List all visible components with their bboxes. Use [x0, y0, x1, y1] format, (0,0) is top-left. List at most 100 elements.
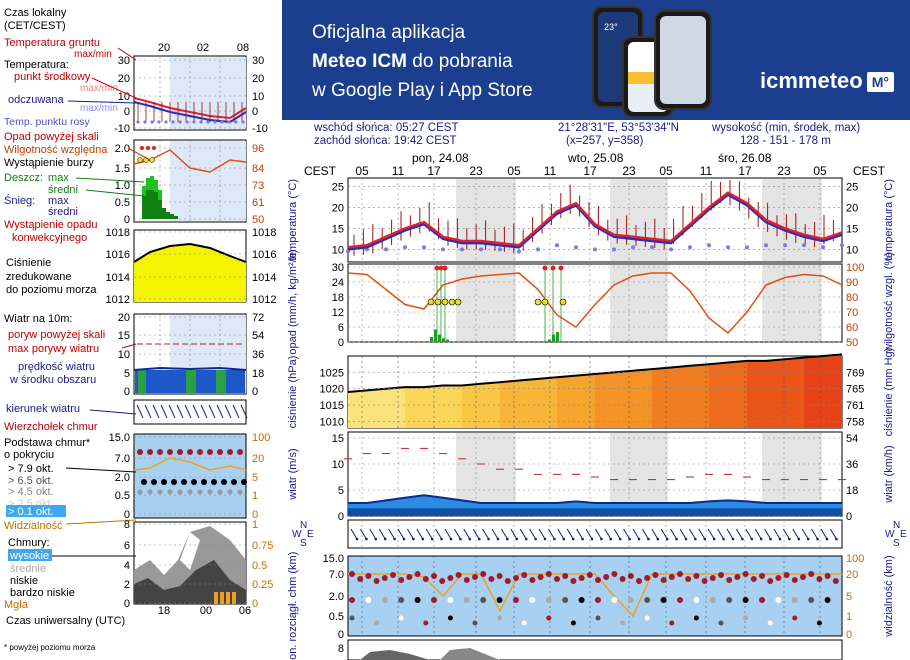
visibility-tick: 20 — [846, 569, 858, 581]
legend-storm-dot — [137, 157, 143, 163]
wind-arrow-head — [647, 537, 650, 541]
legend-fog-bar — [220, 592, 224, 604]
cloud-base-dot — [767, 620, 773, 626]
pressure-fill — [538, 377, 557, 428]
legend-cloud-dot — [151, 479, 157, 485]
temp-axis-title-right: temperatura (°C) — [883, 179, 895, 261]
legend-dew-dot — [227, 120, 231, 124]
pressure-fill — [785, 357, 804, 428]
legend-wind-tick-r: 18 — [252, 368, 264, 380]
wind-arrow — [754, 528, 762, 540]
legend-dew-dot — [206, 120, 210, 124]
cloud-base-dot — [791, 577, 798, 583]
legend-over-dot — [152, 146, 156, 150]
elevation-label: wysokość (min, środek, max) — [712, 122, 861, 134]
wind-arrow — [660, 528, 668, 540]
wind-arrow — [735, 528, 743, 540]
legend-pressure-line — [133, 242, 247, 263]
legend-dew-dot — [143, 120, 147, 124]
legend-precip-over: Opad powyżej skali — [4, 131, 99, 143]
wind-arrow-head — [571, 537, 575, 541]
legend-rain-max-label: max — [48, 172, 69, 184]
wind-arrow — [811, 528, 819, 540]
legend-temp-tick-l: 20 — [118, 73, 130, 85]
legend-vis-label: Widzialność — [4, 520, 63, 532]
pressure-mmhg-tick: 758 — [846, 416, 864, 428]
hour-tick-label: 23 — [622, 164, 636, 178]
dew-point — [650, 245, 654, 250]
legend-dew-dot — [241, 120, 245, 124]
legend-cover-tick-l: 2 — [124, 579, 130, 591]
cloud-base-dot — [463, 577, 470, 583]
legend-rain-label: Deszcz: — [4, 172, 43, 184]
wind-arrow-head — [449, 537, 453, 541]
cloud-base-dot — [685, 576, 692, 582]
wind-arrow-head — [637, 537, 641, 541]
storm-marker — [534, 298, 542, 306]
hour-tick-label: 05 — [355, 164, 369, 178]
wind-arrow-head — [722, 537, 725, 541]
legend-clouds-tick-l: 7.0 — [115, 453, 130, 465]
wind-arrow-head — [590, 537, 594, 541]
legend-precip-tick-r: 73 — [252, 180, 264, 192]
cloud-base-dot — [406, 574, 413, 580]
cloud-base-dot — [677, 597, 683, 603]
legend-wind-tick-r: 0 — [252, 386, 258, 398]
pressure-fill — [614, 370, 633, 428]
over-scale-marker — [438, 265, 444, 271]
legend-cover-tick-l: 6 — [124, 540, 130, 552]
wind-axis-title-left: wiatr (m/s) — [287, 448, 299, 500]
legend-cloud-dot — [177, 489, 183, 495]
pressure-fill — [519, 378, 538, 428]
storm-marker — [454, 298, 462, 306]
legend-precip-tick-l: 1.0 — [115, 180, 130, 192]
legend-precip-tick-r: 61 — [252, 197, 264, 209]
cloud-cover-area — [440, 648, 500, 660]
day-label: śro, 26.08 — [718, 151, 772, 165]
wind-arrow-head — [797, 537, 801, 541]
humidity-tick: 50 — [846, 337, 858, 349]
wind-arrow — [547, 528, 555, 540]
rain-bar — [446, 339, 449, 342]
dew-point — [517, 249, 521, 254]
wind-arrow — [453, 528, 461, 540]
cloud-base-dot — [800, 574, 806, 580]
legend-okt-1: > 7.9 okt. — [8, 463, 54, 475]
legend-cloud-dot — [181, 479, 187, 485]
wind-arrow-head — [694, 537, 697, 541]
direction-panel-bg — [347, 519, 843, 549]
cloud-base-dot — [398, 615, 404, 621]
cloud-base-dot — [808, 571, 815, 577]
hour-tick-label: 05 — [813, 164, 827, 178]
compass-e-right: E — [900, 529, 907, 540]
pressure-axis-title-right: ciśnienie (mm Hg) — [883, 348, 895, 437]
dew-point — [707, 243, 711, 248]
cloud-base-dot — [480, 597, 487, 603]
cloud-base-dot — [439, 578, 446, 584]
cloud-base-dot — [480, 571, 487, 577]
cloud-base-dot — [431, 597, 437, 603]
wind-arrow-head — [487, 537, 490, 541]
cloud-base-dot — [619, 576, 626, 582]
legend-wind-tick-l: 5 — [124, 368, 130, 380]
cloud-base-dot — [595, 597, 601, 603]
legend-vis-line — [133, 457, 247, 471]
legend-okt-5-bg — [6, 505, 66, 517]
legend-cloud-dot — [161, 479, 167, 485]
wind-arrow-head — [788, 537, 791, 541]
wind-arrow-head — [477, 537, 481, 541]
dew-point — [479, 247, 483, 252]
wind-arrow — [416, 528, 424, 540]
cloud-base-dot — [529, 597, 536, 603]
wind-arrow-head — [778, 537, 782, 541]
compass-w-right: W — [885, 529, 895, 540]
wind-tick: 10 — [332, 459, 344, 471]
cloud-base-dot — [374, 620, 380, 626]
app-banner[interactable]: Oficjalna aplikacja Meteo ICM do pobrani… — [282, 0, 910, 120]
legend-rain-avg — [166, 212, 170, 219]
cloud-base-dot — [620, 620, 626, 626]
wind-arrow — [726, 528, 734, 540]
legend-dir-bg — [133, 399, 247, 425]
wind-arrow — [519, 528, 527, 540]
temp-panel-night — [610, 179, 668, 261]
